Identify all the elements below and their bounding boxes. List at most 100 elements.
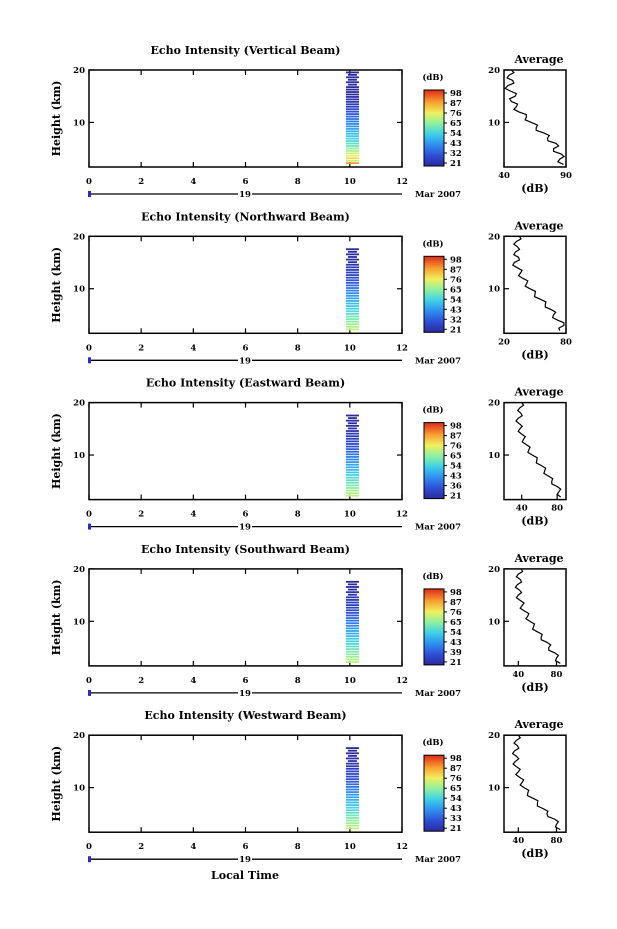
echo-cell bbox=[345, 108, 359, 111]
x-tick-label: 8 bbox=[295, 510, 301, 520]
profile-x-tick-label: 80 bbox=[551, 670, 563, 680]
echo-cell bbox=[347, 261, 357, 264]
profile-title: Average bbox=[513, 53, 563, 66]
echo-cell bbox=[345, 137, 359, 140]
panel-4: Echo Intensity (Southward Beam) Height (k… bbox=[50, 543, 567, 699]
echo-cell bbox=[345, 463, 359, 466]
echo-cell bbox=[345, 476, 359, 479]
colorbar-tick-label: 54 bbox=[450, 462, 462, 472]
echo-cell bbox=[345, 445, 359, 448]
y-tick-label: 20 bbox=[73, 565, 85, 575]
date-day-label: 19 bbox=[239, 689, 251, 699]
x-axis-label: Local Time bbox=[211, 869, 279, 882]
echo-cell bbox=[345, 474, 359, 476]
colorbar-unit: (dB) bbox=[422, 571, 443, 582]
echo-cell bbox=[345, 650, 359, 653]
profile-title: Average bbox=[513, 386, 563, 399]
colorbar-tick-label: 65 bbox=[450, 119, 462, 129]
echo-cell bbox=[345, 627, 359, 630]
echo-cell bbox=[345, 489, 359, 492]
echo-cell bbox=[345, 269, 359, 271]
echo-cell bbox=[345, 162, 359, 165]
echo-cell bbox=[347, 73, 357, 76]
colorbar bbox=[423, 89, 445, 167]
x-tick-label: 6 bbox=[243, 676, 249, 686]
profile-frame bbox=[503, 734, 567, 833]
echo-cell bbox=[345, 147, 359, 150]
x-tick-label: 2 bbox=[138, 343, 144, 353]
date-marker bbox=[88, 357, 91, 364]
echo-cell bbox=[345, 806, 359, 809]
echo-cell bbox=[345, 601, 359, 604]
echo-cell bbox=[345, 274, 359, 276]
echo-cell bbox=[345, 110, 359, 113]
date-month-year-label: Mar 2007 bbox=[415, 855, 461, 865]
echo-cell bbox=[345, 132, 359, 135]
echo-cell bbox=[345, 297, 359, 300]
echo-cell bbox=[345, 630, 359, 632]
echo-cell bbox=[345, 443, 359, 445]
x-tick-label: 6 bbox=[243, 177, 249, 187]
profile-frame bbox=[503, 568, 567, 667]
panel-title: Echo Intensity (Northward Beam) bbox=[141, 210, 350, 223]
echo-cell bbox=[345, 120, 359, 123]
x-tick-label: 6 bbox=[243, 343, 249, 353]
profile-x-axis-label: (dB) bbox=[521, 182, 548, 195]
date-marker bbox=[88, 689, 91, 696]
echo-cell bbox=[347, 78, 357, 81]
profile-y-tick-label: 10 bbox=[488, 285, 500, 295]
colorbar-unit: (dB) bbox=[422, 72, 443, 83]
x-tick-label: 0 bbox=[86, 177, 92, 187]
echo-cell bbox=[345, 822, 359, 825]
profile-y-tick-label: 20 bbox=[488, 731, 500, 741]
echo-cell bbox=[347, 422, 357, 425]
echo-cell bbox=[345, 279, 359, 282]
echo-cell bbox=[345, 263, 359, 266]
y-axis-label: Height (km) bbox=[50, 247, 63, 323]
echo-cell bbox=[347, 760, 357, 762]
echo-cell bbox=[345, 157, 359, 160]
x-tick-label: 10 bbox=[344, 343, 356, 353]
echo-cell bbox=[345, 484, 359, 487]
echo-cell bbox=[345, 414, 359, 417]
date-marker bbox=[88, 191, 91, 197]
x-tick-label: 12 bbox=[396, 510, 408, 520]
colorbar-tick-label: 76 bbox=[450, 608, 462, 618]
colorbar-tick-label: 65 bbox=[450, 784, 462, 794]
average-profile-line bbox=[511, 236, 565, 331]
echo-cell bbox=[345, 448, 359, 451]
echo-cell bbox=[347, 583, 357, 586]
colorbar-tick-label: 32 bbox=[450, 149, 462, 159]
y-tick-label: 20 bbox=[73, 232, 85, 242]
echo-cell bbox=[345, 780, 359, 783]
echo-cell bbox=[345, 81, 359, 84]
x-tick-label: 8 bbox=[295, 343, 301, 353]
x-tick-label: 12 bbox=[396, 676, 408, 686]
echo-cell bbox=[345, 103, 359, 106]
echo-cell bbox=[345, 305, 359, 308]
colorbar-tick-label: 87 bbox=[450, 265, 462, 275]
x-tick-label: 2 bbox=[138, 842, 144, 852]
x-tick-label: 4 bbox=[190, 842, 196, 852]
x-tick-label: 0 bbox=[86, 676, 92, 686]
echo-cell bbox=[347, 256, 357, 258]
colorbar-tick-label: 43 bbox=[450, 139, 462, 149]
colorbar-tick-label: 98 bbox=[450, 588, 462, 598]
echo-cell bbox=[347, 427, 357, 430]
profile-x-tick-label: 40 bbox=[512, 836, 524, 846]
colorbar-tick-label: 87 bbox=[450, 598, 462, 608]
echo-cell bbox=[345, 619, 359, 622]
echo-cell bbox=[345, 762, 359, 765]
y-axis-label: Height (km) bbox=[50, 81, 63, 157]
profile-y-tick-label: 10 bbox=[488, 451, 500, 461]
colorbar-tick-label: 21 bbox=[450, 492, 462, 502]
echo-cell bbox=[345, 471, 359, 474]
echo-cell bbox=[345, 624, 359, 627]
echo-cell bbox=[345, 494, 359, 497]
echo-cell bbox=[345, 258, 359, 261]
colorbar-tick-label: 76 bbox=[450, 442, 462, 452]
echo-cell bbox=[345, 281, 359, 284]
profile-x-tick-label: 80 bbox=[551, 504, 563, 514]
colorbar-tick-label: 54 bbox=[450, 129, 462, 139]
colorbar-unit: (dB) bbox=[422, 405, 443, 416]
